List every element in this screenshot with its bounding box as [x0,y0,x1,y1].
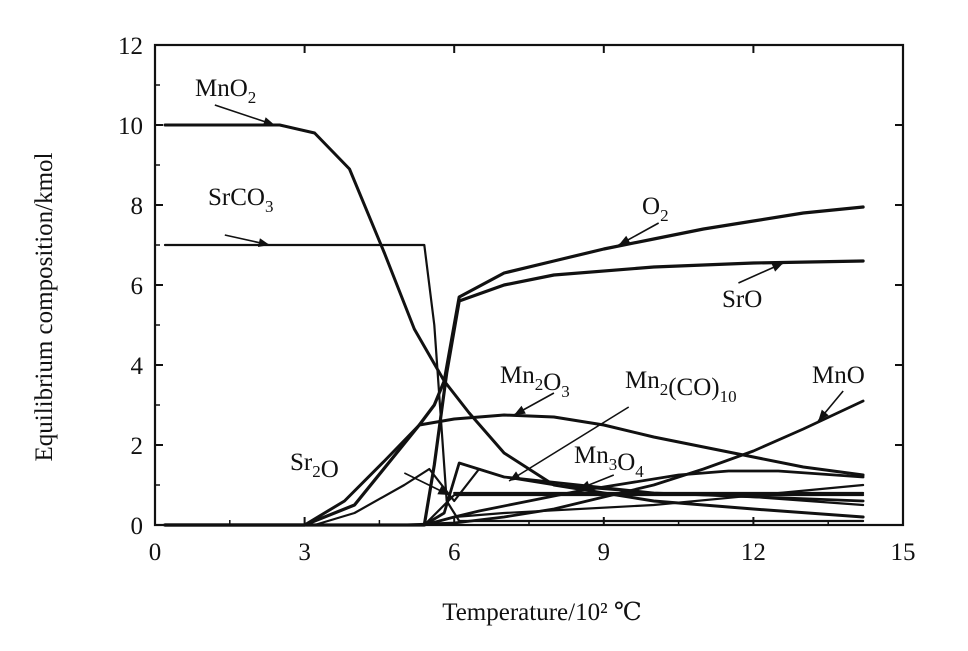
x-axis-title: Temperature/10² ℃ [442,599,642,626]
label-text: Sr [290,449,313,476]
label-subscript: 10 [720,387,737,406]
label-text: O [642,193,660,220]
label-text: O [543,369,561,396]
x-tick-label: 0 [149,539,162,566]
leader-arrowhead [578,480,591,490]
label-text: Mn [574,442,609,469]
label-subscript: 2 [660,206,669,225]
label-text: O [321,456,339,483]
series-label-sro: SrO [722,286,762,313]
y-tick-label: 12 [118,33,143,60]
y-tick-label: 4 [131,353,144,380]
label-text: (CO) [668,374,719,401]
leader-arrowhead [262,117,275,126]
leader-arrowhead [437,486,450,495]
y-tick-label: 0 [131,513,144,540]
leader-arrowhead [514,405,526,415]
label-text: SrO [722,286,762,313]
x-tick-label: 15 [891,539,916,566]
y-tick-label: 10 [118,113,143,140]
series-line-mn2o3-upper [163,413,865,527]
y-tick-label: 8 [131,193,144,220]
series-label-mn2o3: Mn2O3 [500,362,570,401]
leader-arrowhead [818,409,829,421]
leader-arrowhead [509,471,521,481]
series-line-srco3 [163,243,865,523]
x-tick-label: 12 [741,539,766,566]
y-tick-label: 2 [131,433,144,460]
series-label-o2: O2 [642,193,669,225]
series-line-sro [163,259,865,527]
series-label-mn3o4: Mn3O4 [574,442,644,481]
y-tick-label: 6 [131,273,144,300]
leader-arrowhead [618,235,631,245]
x-tick-label: 9 [598,539,611,566]
axis-ticks: 0 3 6 9 12 15 0 2 4 6 8 10 12 [118,33,916,566]
series-line-mn3o4 [163,469,865,527]
x-tick-label: 3 [298,539,311,566]
leader-line [508,406,630,482]
y-axis-title: Equilibrium composition/kmol [31,152,58,461]
label-subscript: 2 [535,375,544,394]
label-subscript: 4 [635,462,644,481]
label-text: Mn [500,362,535,389]
series-label-mno: MnO [812,362,865,389]
series-line-mno [163,399,865,527]
label-subscript: 3 [265,197,274,216]
series-label-srco3: SrCO3 [208,184,273,216]
series-label-sr2o: Sr2O [290,449,339,483]
leader-arrowhead [257,238,270,247]
series-label-mno2: MnO2 [195,75,256,107]
x-tick-label: 6 [448,539,461,566]
label-subscript: 2 [660,380,669,399]
label-subscript: 3 [609,455,618,474]
label-subscript: 2 [248,88,257,107]
series-line-flat-a [423,493,865,527]
label-subscript: 2 [312,462,321,481]
label-text: MnO [812,362,865,389]
plot-frame [153,43,905,527]
series-curves [163,123,865,527]
label-text: MnO [195,75,248,102]
label-text: Mn [625,367,660,394]
series-label-mn2-co-10: Mn2(CO)10 [625,367,737,406]
leader-arrowhead [771,263,784,272]
series-line-o2 [163,205,865,527]
label-text: SrCO [208,184,265,211]
label-text: O [617,449,635,476]
plot-border [153,43,905,527]
label-subscript: 3 [561,382,570,401]
